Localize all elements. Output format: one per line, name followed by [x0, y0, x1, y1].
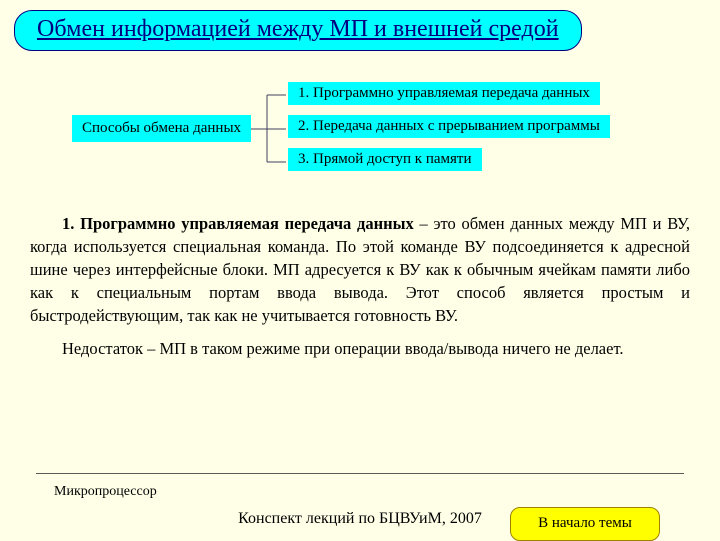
diagram-root-label: Способы обмена данных — [72, 115, 251, 142]
paragraph-2: Недостаток – МП в таком режиме при опера… — [30, 337, 690, 360]
method-item-3: 3. Прямой доступ к памяти — [288, 148, 482, 171]
paragraph-1: 1. Программно управляемая передача данны… — [30, 212, 690, 327]
methods-list: 1. Программно управляемая передача данны… — [288, 82, 610, 181]
methods-diagram: Способы обмена данных 1. Программно упра… — [72, 82, 680, 202]
body-text: 1. Программно управляемая передача данны… — [30, 212, 690, 361]
footer-divider — [36, 473, 684, 474]
lead-phrase: 1. Программно управляемая передача данны… — [62, 214, 414, 233]
method-item-1: 1. Программно управляемая передача данны… — [288, 82, 600, 105]
nav-to-topic-start-button[interactable]: В начало темы — [510, 507, 660, 541]
slide-title: Обмен информацией между МП и внешней сре… — [14, 10, 582, 51]
footer-topic: Микропроцессор — [54, 484, 157, 500]
method-item-2: 2. Передача данных с прерыванием програм… — [288, 115, 610, 138]
